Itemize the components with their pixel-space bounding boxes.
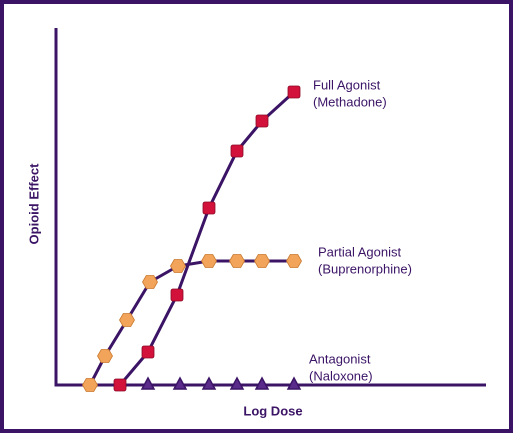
marker	[229, 376, 245, 390]
marker	[230, 144, 244, 158]
marker	[287, 85, 301, 99]
marker	[170, 259, 186, 273]
series-sublabel: (Methadone)	[313, 94, 387, 109]
series-label: Full Agonist	[313, 77, 381, 92]
marker	[141, 345, 155, 359]
marker	[201, 376, 217, 390]
y-axis-label: Opioid Effect	[26, 163, 41, 245]
marker	[172, 376, 188, 390]
marker	[170, 288, 184, 302]
marker	[254, 376, 270, 390]
marker	[229, 254, 245, 268]
marker	[286, 254, 302, 268]
x-axis-label: Log Dose	[243, 403, 302, 418]
marker	[97, 349, 113, 363]
marker	[202, 201, 216, 215]
marker	[142, 275, 158, 289]
marker	[254, 254, 270, 268]
series-sublabel: (Buprenorphine)	[318, 261, 412, 276]
series-sublabel: (Naloxone)	[309, 368, 373, 383]
series-label: Antagonist	[309, 351, 371, 366]
marker	[119, 313, 135, 327]
marker	[286, 376, 302, 390]
marker	[255, 114, 269, 128]
marker	[201, 254, 217, 268]
marker	[82, 378, 98, 392]
marker	[113, 378, 127, 392]
series-label: Partial Agonist	[318, 244, 401, 259]
marker	[140, 376, 156, 390]
